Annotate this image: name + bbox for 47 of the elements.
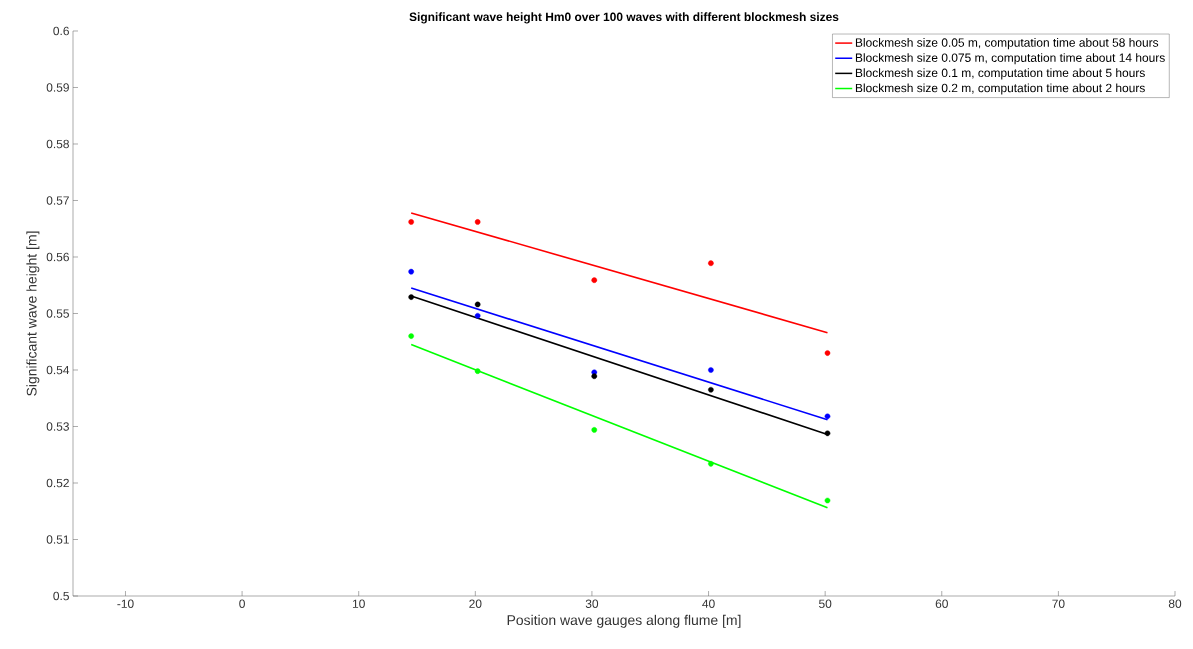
- legend-label: Blockmesh size 0.075 m, computation time about 14 hours: [855, 53, 1165, 65]
- y-tick-label: 0.6: [53, 26, 69, 36]
- point: [474, 368, 481, 374]
- y-tick-label: 0.51: [46, 535, 69, 544]
- y-tick-label: 0.58: [46, 139, 69, 149]
- point: [708, 367, 714, 373]
- chart-title: Significant wave height Hm0 over 100 waves with different blockmesh sizes: [409, 12, 839, 24]
- point: [824, 413, 831, 420]
- x-tick-label: 50: [819, 599, 832, 608]
- point: [824, 430, 831, 437]
- y-tick-label: 0.55: [46, 309, 69, 318]
- legend-label: Blockmesh size 0.05 m, computation time about 58 hours: [855, 38, 1159, 50]
- point: [591, 373, 598, 380]
- x-tick-label: -10: [117, 599, 134, 608]
- point: [591, 277, 598, 283]
- point: [408, 268, 414, 275]
- x-tick-label: 10: [352, 599, 365, 608]
- x-tick-label: 40: [702, 599, 715, 608]
- y-tick-label: 0.52: [46, 478, 69, 488]
- y-tick-label: 0.53: [46, 422, 69, 431]
- point: [408, 294, 414, 300]
- y-tick-label: 0.59: [46, 83, 69, 92]
- x-axis-title: Position wave gauges along flume [m]: [507, 614, 741, 628]
- point: [708, 260, 714, 267]
- y-axis-title: Significant wave height [m]: [26, 231, 40, 396]
- point: [474, 219, 481, 225]
- y-tick-label: 0.57: [46, 196, 69, 205]
- point: [474, 312, 481, 319]
- x-tick-label: 30: [585, 599, 599, 608]
- point: [708, 460, 714, 467]
- x-tick-label: 80: [1168, 599, 1182, 608]
- y-tick-label: 0.5: [53, 591, 69, 601]
- x-tick-label: 20: [469, 599, 482, 608]
- legend-label: Blockmesh size 0.2 m, computation time about 2 hours: [855, 83, 1145, 95]
- point: [474, 301, 481, 308]
- point: [591, 427, 598, 433]
- point: [824, 497, 831, 504]
- legend-label: Blockmesh size 0.1 m, computation time about 5 hours: [855, 68, 1145, 80]
- y-tick-label: 0.56: [46, 252, 69, 262]
- x-tick-label: 0: [239, 599, 245, 608]
- point: [408, 333, 414, 339]
- point: [408, 219, 414, 225]
- x-tick-label: 60: [935, 599, 948, 608]
- y-tick-label: 0.54: [46, 365, 70, 375]
- x-tick-label: 70: [1052, 599, 1065, 608]
- point: [824, 350, 831, 356]
- point: [708, 386, 714, 393]
